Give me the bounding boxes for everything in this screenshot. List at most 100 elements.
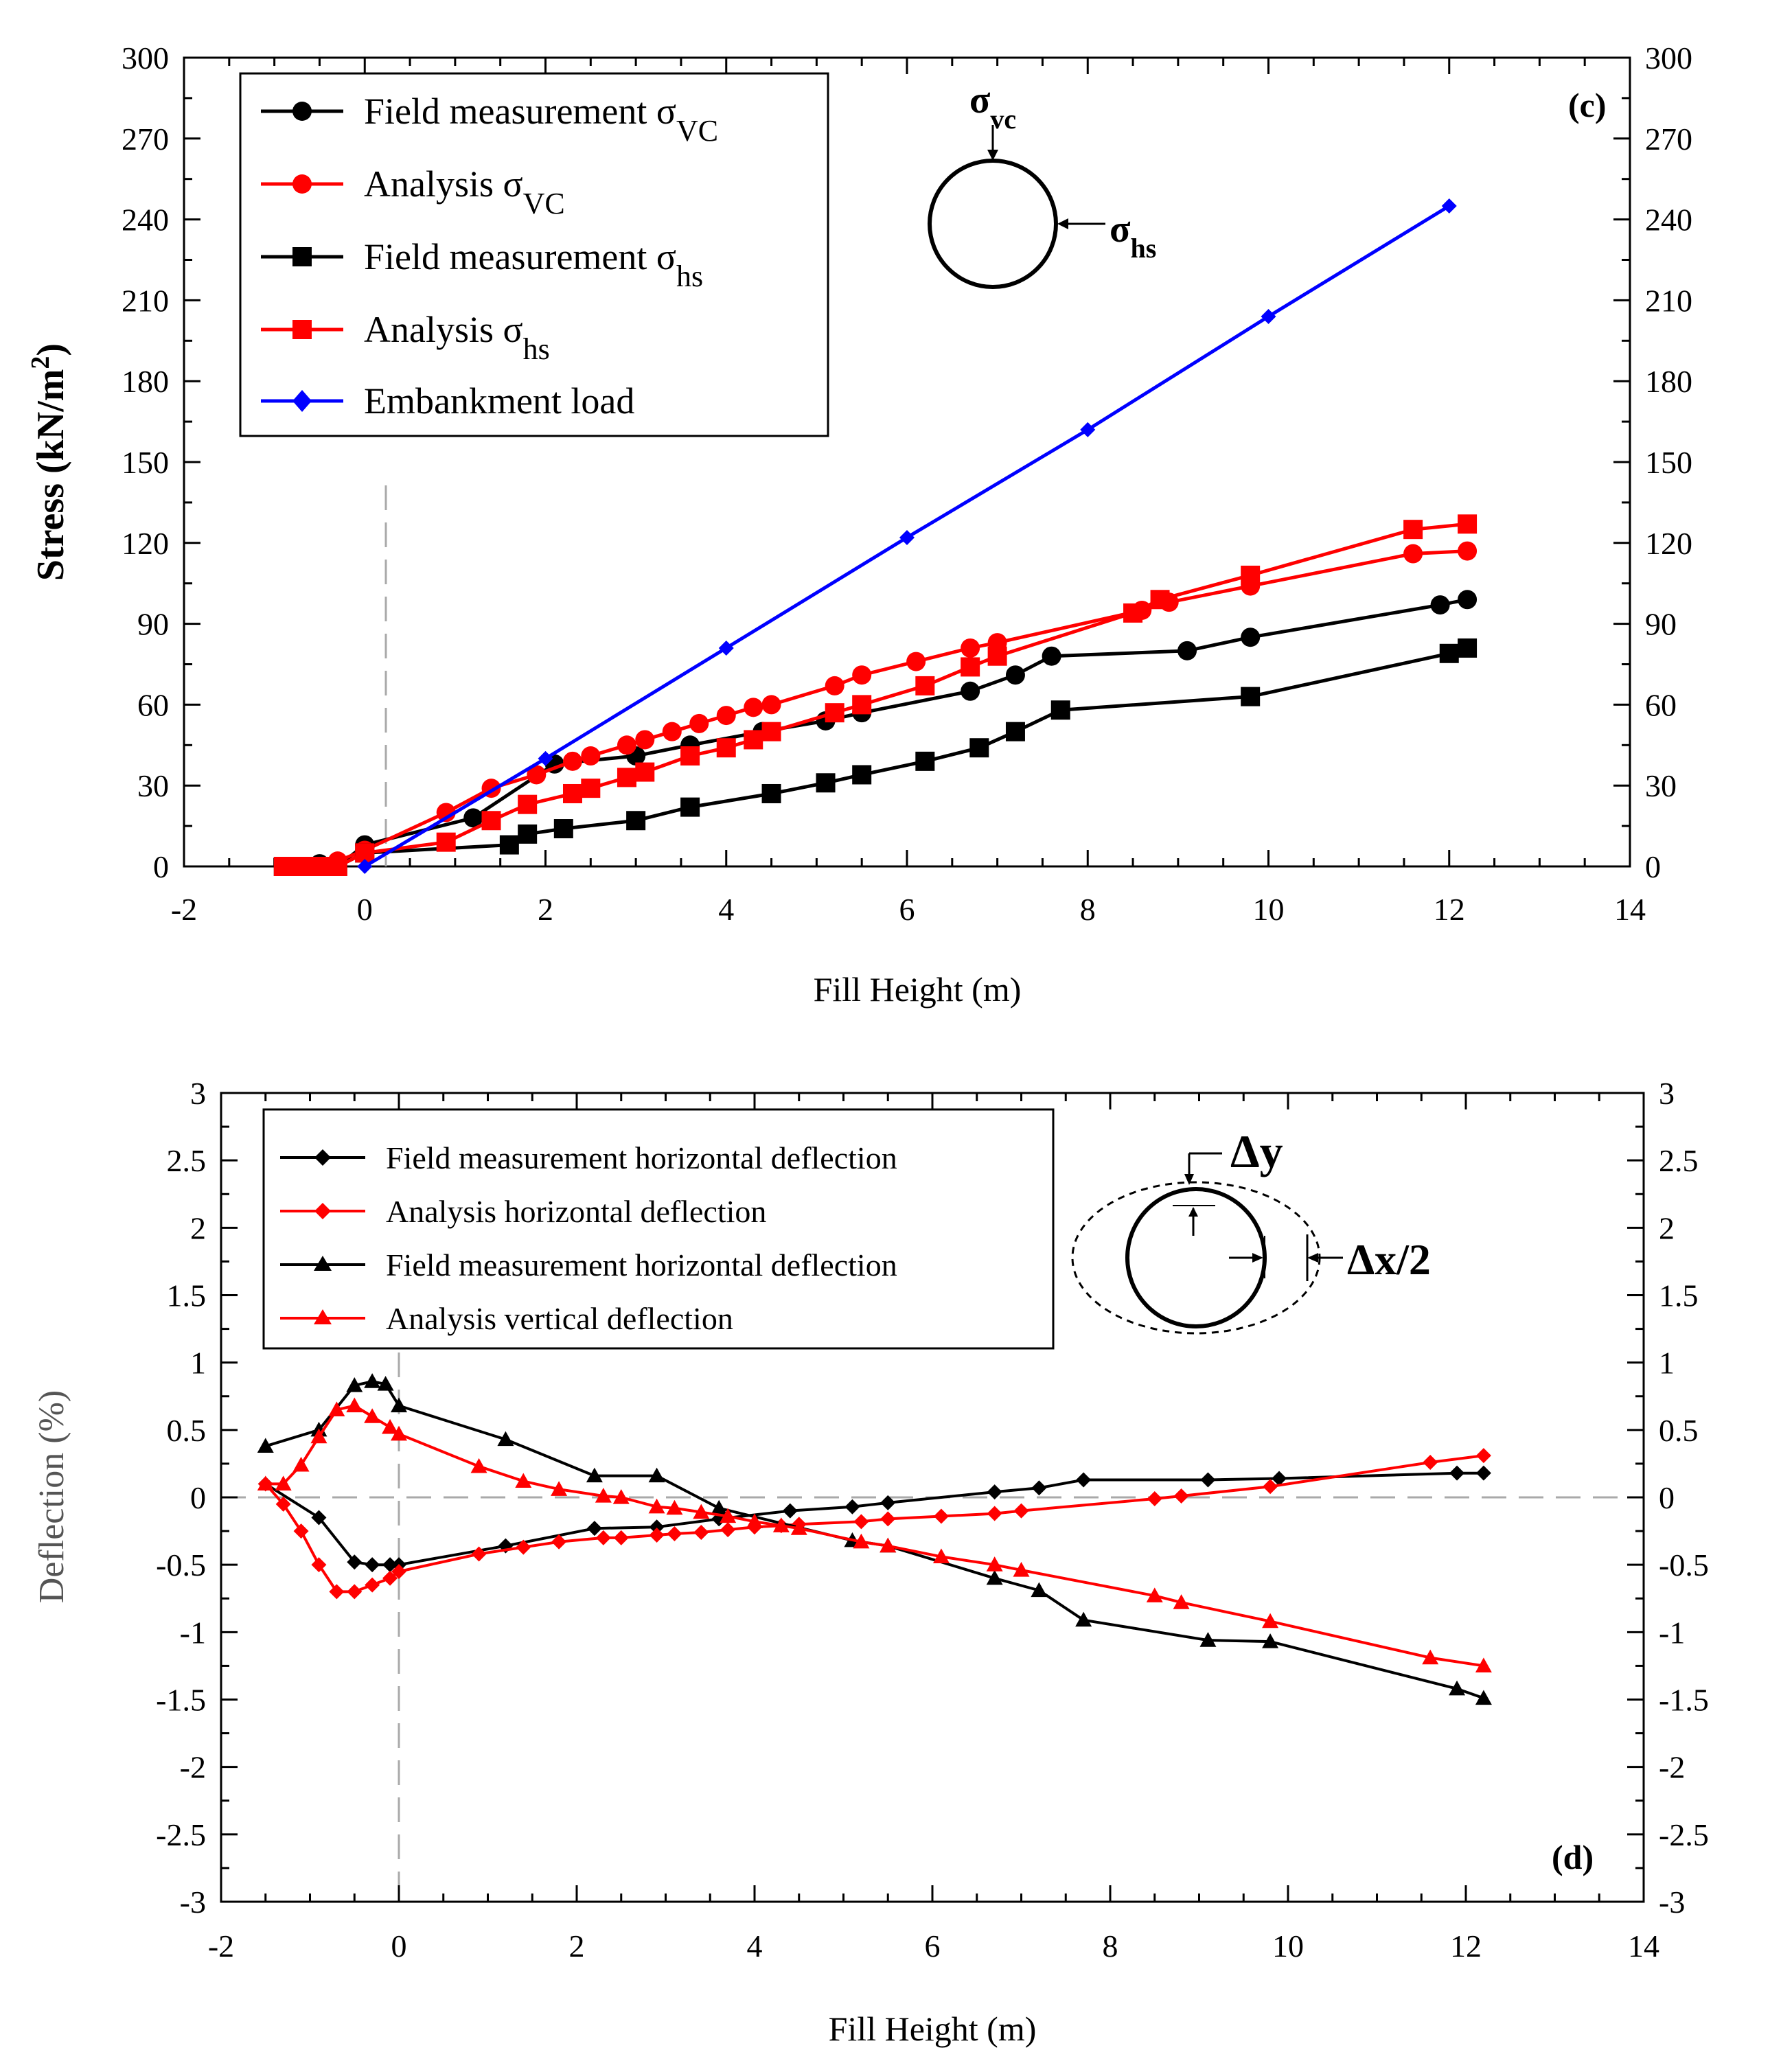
- x-tick-label: -2: [171, 892, 197, 927]
- y-tick-label-right: -0.5: [1659, 1547, 1709, 1582]
- data-point: [1262, 1613, 1279, 1628]
- series-line: [283, 597, 1468, 868]
- data-point: [1449, 1680, 1466, 1696]
- data-point: [1050, 700, 1070, 720]
- data-point: [1199, 1632, 1217, 1647]
- data-point: [680, 797, 700, 817]
- data-point: [391, 1425, 407, 1441]
- y-axis-label-d: Deflection (%): [32, 1390, 71, 1603]
- data-point: [720, 1522, 736, 1538]
- x-tick-label: 10: [1272, 1929, 1304, 1964]
- data-point: [1076, 1472, 1092, 1488]
- x-tick-label: 8: [1080, 892, 1096, 927]
- data-point: [364, 1373, 381, 1388]
- legend-label: Field measurement σhs: [364, 236, 703, 293]
- data-point: [1475, 1657, 1492, 1673]
- data-point: [853, 1514, 869, 1530]
- y-tick-label-right: 90: [1645, 607, 1677, 642]
- vertical-stress-arrowhead-icon: [987, 150, 998, 161]
- x-tick-label: 0: [357, 892, 373, 927]
- data-point: [617, 768, 636, 787]
- data-point: [595, 1488, 612, 1503]
- data-point: [790, 1520, 807, 1535]
- data-point: [481, 811, 501, 831]
- data-series-d: [257, 1373, 1492, 1705]
- data-point: [825, 703, 844, 723]
- data-point: [518, 794, 538, 814]
- data-point: [436, 832, 456, 852]
- delta-y-label: Δy: [1230, 1125, 1283, 1177]
- data-point: [648, 1498, 665, 1514]
- y-tick-label-left: 60: [137, 687, 169, 722]
- y-tick-label-left: 120: [122, 526, 169, 561]
- data-point: [1177, 641, 1197, 660]
- data-point: [470, 1458, 487, 1473]
- data-point: [986, 1569, 1003, 1585]
- data-point: [825, 676, 844, 695]
- data-point: [1272, 1471, 1287, 1486]
- data-point: [586, 1467, 603, 1483]
- y-tick-label-right: 210: [1645, 283, 1692, 318]
- data-point: [1441, 198, 1457, 214]
- data-point: [761, 722, 781, 741]
- legend-label: Analysis vertical deflection: [386, 1301, 733, 1336]
- horizontal-stress-arrowhead-icon: [1057, 218, 1068, 229]
- data-point: [346, 1397, 363, 1413]
- data-point: [516, 1539, 531, 1555]
- data-point: [527, 765, 547, 785]
- data-point: [1031, 1480, 1047, 1496]
- y-tick-label-left: -1.5: [156, 1683, 206, 1718]
- data-point: [1005, 722, 1025, 741]
- data-point: [899, 529, 915, 545]
- data-series-c: [273, 198, 1478, 876]
- legend-label: Embankment load: [364, 380, 634, 422]
- legend-marker-square: [292, 247, 312, 266]
- series-4: [357, 198, 1457, 874]
- legend-entry-field-horizontal: Field measurement horizontal deflection: [280, 1140, 897, 1175]
- legend-entry-field-triangle: Field measurement horizontal deflection: [280, 1247, 897, 1282]
- y-tick-label-right: 60: [1645, 687, 1677, 722]
- data-point: [293, 1523, 309, 1539]
- legend-d: Field measurement horizontal deflection …: [262, 1108, 1055, 1350]
- data-point: [852, 695, 872, 715]
- data-point: [693, 1525, 709, 1541]
- y-tick-label-right: 2: [1659, 1210, 1675, 1245]
- y-tick-label-left: -2.5: [156, 1817, 206, 1852]
- legend-label: Field measurement horizontal deflection: [386, 1140, 897, 1175]
- y-tick-label-left: -1: [180, 1615, 206, 1650]
- data-point: [1262, 1633, 1279, 1648]
- data-point: [693, 1504, 710, 1519]
- data-point: [364, 1408, 381, 1423]
- y-tick-label-right: 120: [1645, 526, 1692, 561]
- x-tick-label: 10: [1253, 892, 1285, 927]
- data-point: [761, 783, 781, 803]
- data-point: [969, 738, 989, 758]
- data-point: [746, 1513, 763, 1528]
- data-point: [666, 1499, 683, 1515]
- legend-marker-triangle: [314, 1256, 332, 1271]
- data-point: [1013, 1503, 1029, 1519]
- data-point: [1430, 595, 1450, 615]
- series-line: [265, 1380, 1484, 1700]
- panel-label-d: (d): [1552, 1838, 1594, 1876]
- data-point: [346, 1377, 363, 1392]
- data-point: [347, 1554, 363, 1570]
- data-point: [667, 1526, 682, 1542]
- data-point: [347, 1584, 363, 1600]
- data-point: [562, 783, 582, 803]
- y-tick-label-right: 0: [1645, 849, 1661, 884]
- data-point: [292, 857, 312, 876]
- y-tick-label-left: 2.5: [167, 1143, 207, 1178]
- data-point: [932, 1548, 950, 1563]
- data-point: [365, 1557, 380, 1573]
- x-axis-label-d: Fill Height (m): [829, 2010, 1037, 2048]
- dx-arrowhead-right-icon: [1252, 1253, 1263, 1263]
- x-tick-label: -2: [208, 1929, 234, 1964]
- legend-entry-analysis-vertical: Analysis vertical deflection: [280, 1301, 733, 1336]
- data-point: [689, 713, 709, 733]
- data-point: [1449, 1465, 1465, 1481]
- series-line: [264, 1454, 1484, 1593]
- data-point: [553, 819, 573, 839]
- data-point: [1403, 520, 1423, 540]
- series-1: [257, 1448, 1491, 1600]
